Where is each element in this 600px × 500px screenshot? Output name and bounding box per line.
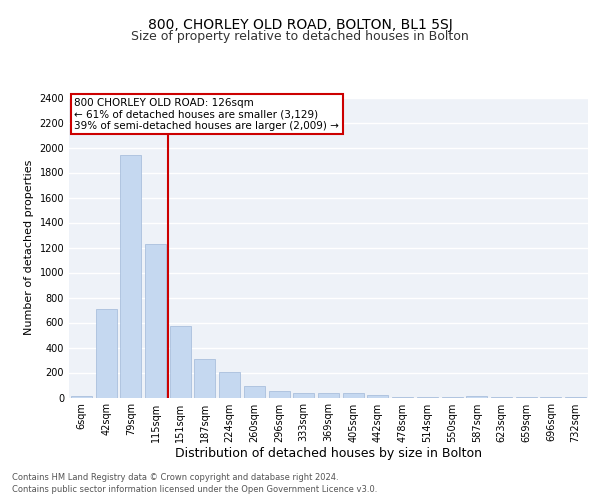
Bar bbox=[95, 308, 116, 398]
Bar bbox=[343, 392, 364, 398]
Bar bbox=[170, 326, 191, 398]
X-axis label: Distribution of detached houses by size in Bolton: Distribution of detached houses by size … bbox=[175, 448, 482, 460]
Bar bbox=[194, 359, 215, 398]
Text: 800, CHORLEY OLD ROAD, BOLTON, BL1 5SJ: 800, CHORLEY OLD ROAD, BOLTON, BL1 5SJ bbox=[148, 18, 452, 32]
Text: 800 CHORLEY OLD ROAD: 126sqm
← 61% of detached houses are smaller (3,129)
39% of: 800 CHORLEY OLD ROAD: 126sqm ← 61% of de… bbox=[74, 98, 339, 130]
Bar bbox=[466, 396, 487, 398]
Text: Contains public sector information licensed under the Open Government Licence v3: Contains public sector information licen… bbox=[12, 485, 377, 494]
Bar bbox=[293, 393, 314, 398]
Text: Size of property relative to detached houses in Bolton: Size of property relative to detached ho… bbox=[131, 30, 469, 43]
Bar bbox=[417, 397, 438, 398]
Bar bbox=[145, 244, 166, 398]
Bar bbox=[219, 372, 240, 398]
Bar bbox=[244, 386, 265, 398]
Y-axis label: Number of detached properties: Number of detached properties bbox=[24, 160, 34, 335]
Bar bbox=[367, 395, 388, 398]
Bar bbox=[318, 393, 339, 398]
Text: Contains HM Land Registry data © Crown copyright and database right 2024.: Contains HM Land Registry data © Crown c… bbox=[12, 472, 338, 482]
Bar bbox=[71, 396, 92, 398]
Bar bbox=[120, 155, 141, 398]
Bar bbox=[269, 390, 290, 398]
Bar bbox=[392, 397, 413, 398]
